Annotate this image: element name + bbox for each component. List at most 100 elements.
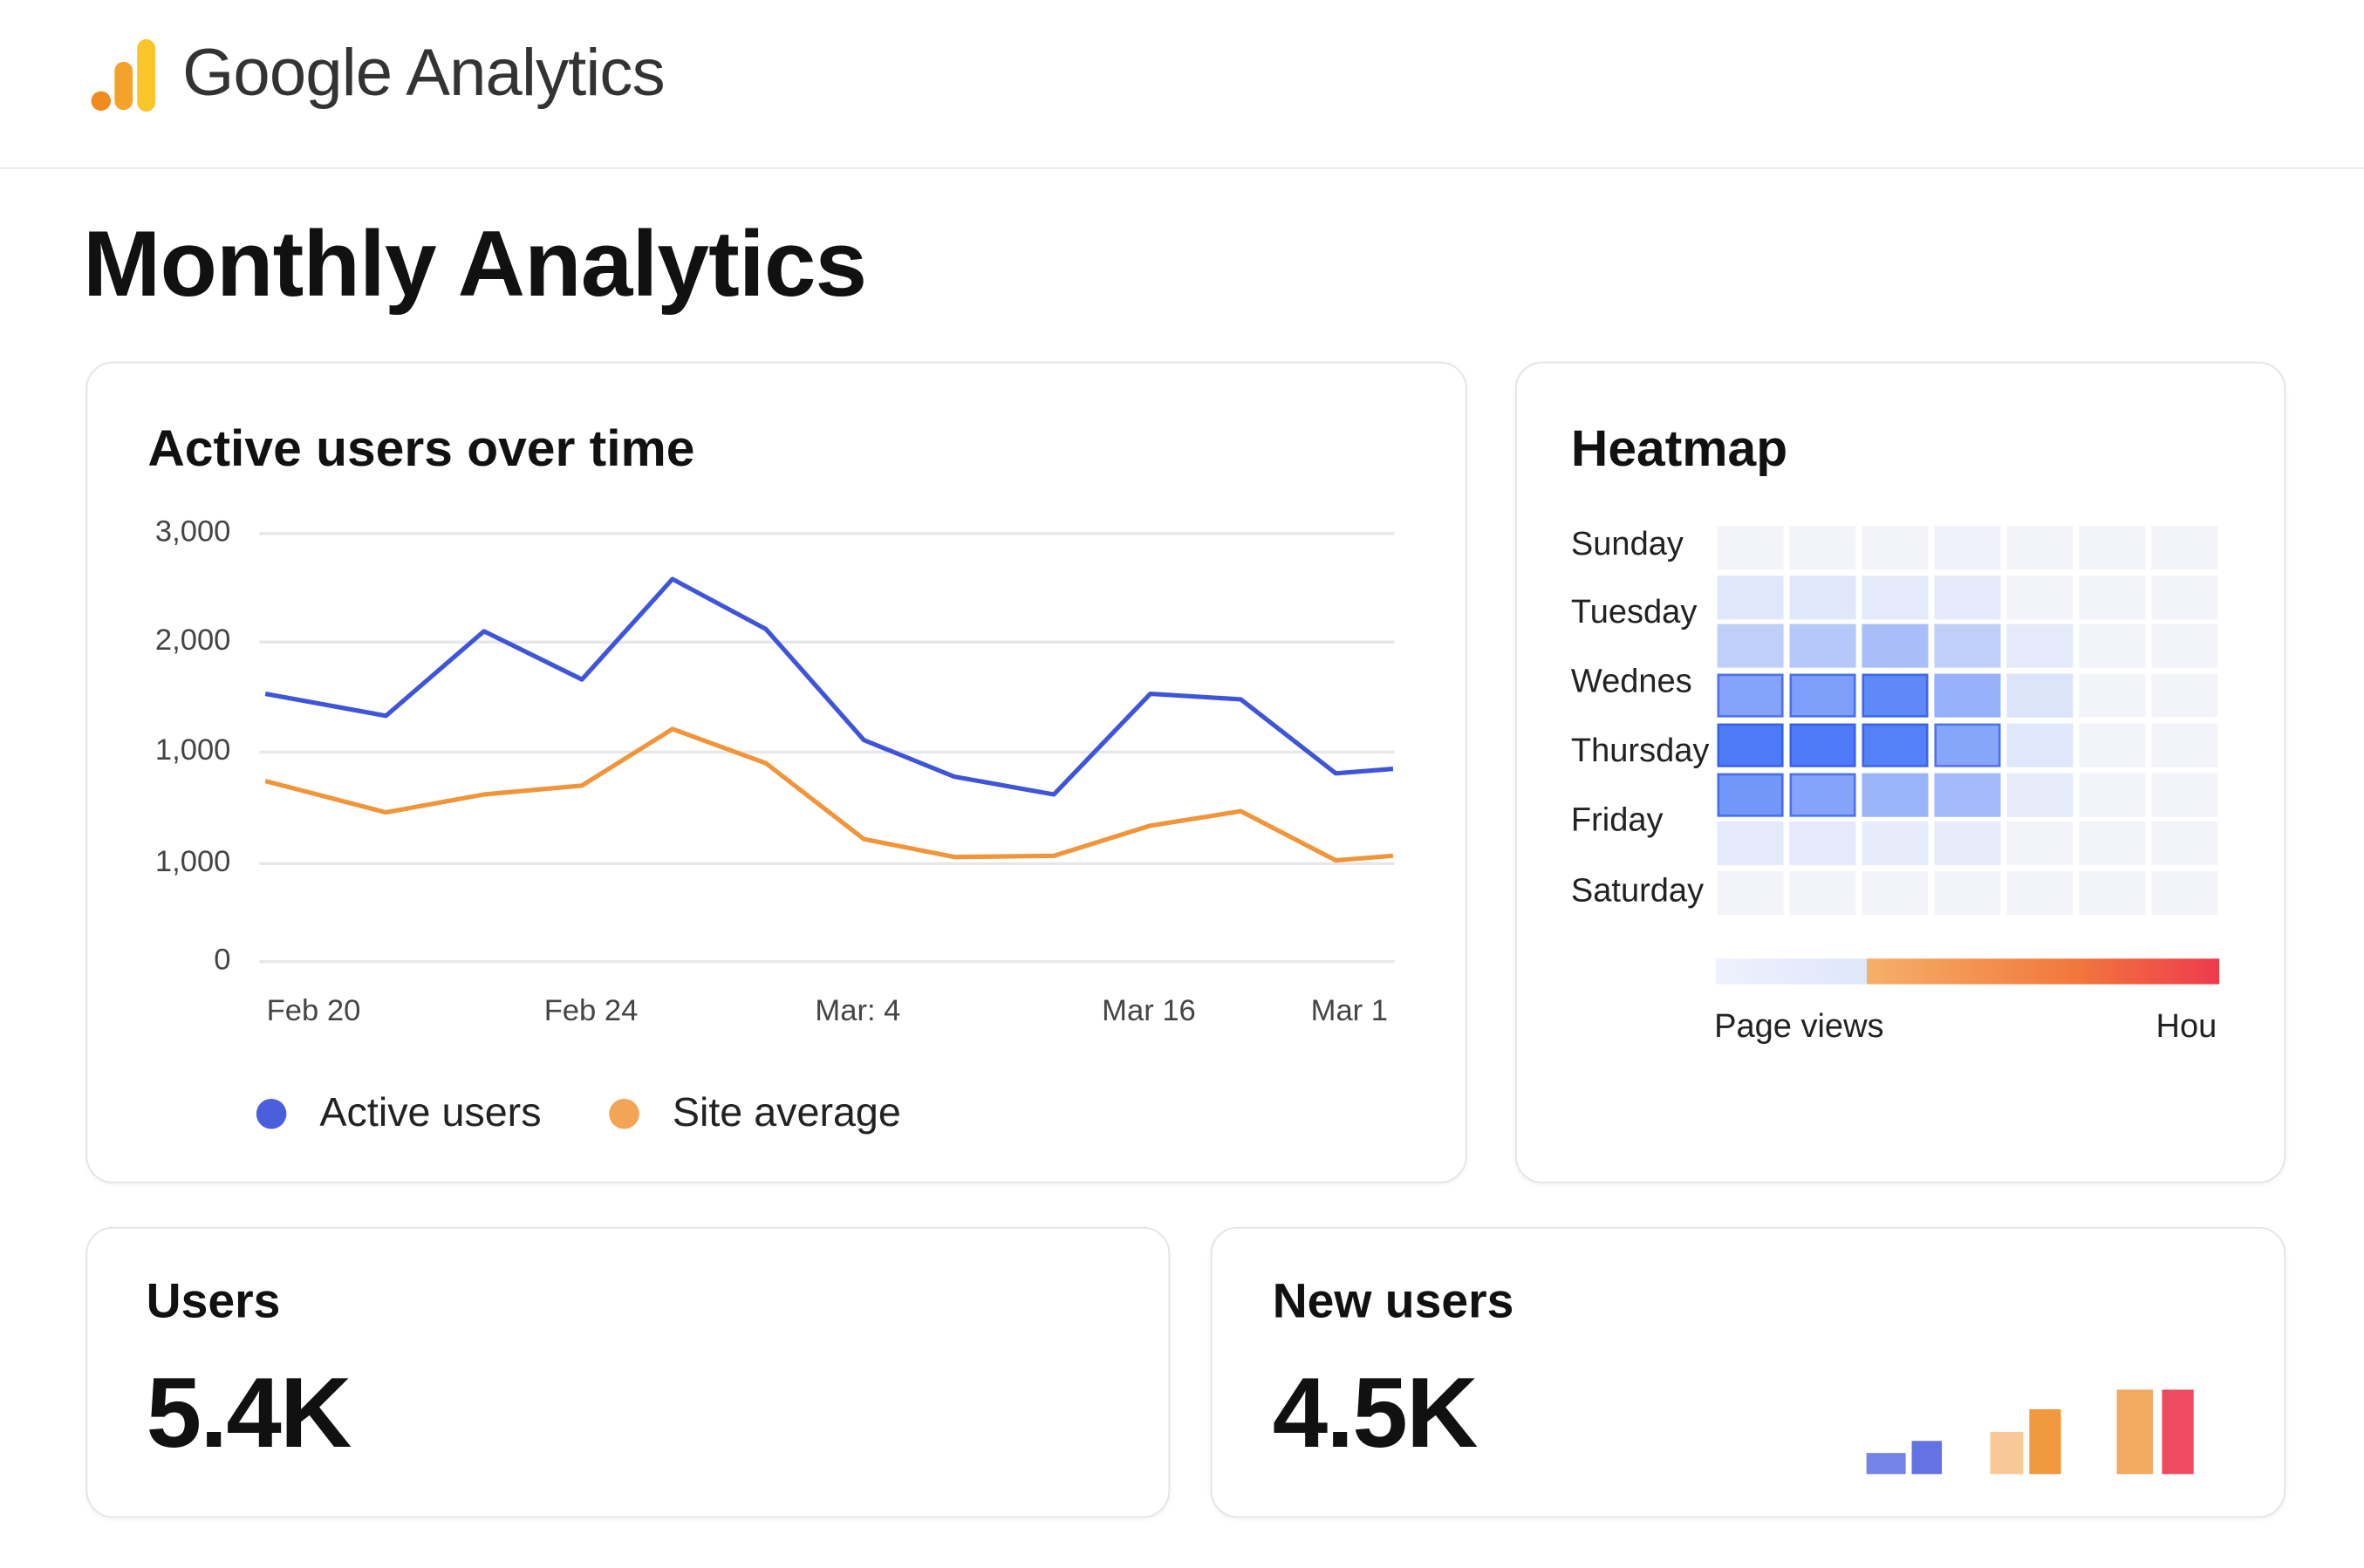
heatmap-card: Heatmap Sunday Tuesday Wednes Thursday Frida…: [1514, 361, 2286, 1183]
x-tick-label: Feb 24: [543, 994, 639, 1028]
heatmap-cell[interactable]: [2151, 526, 2218, 570]
heatmap-cell[interactable]: [1934, 526, 2001, 570]
mini-bar: [2116, 1389, 2154, 1475]
heatmap-cell[interactable]: [1862, 821, 1929, 866]
new-users-value: 4.5K: [1272, 1356, 1479, 1469]
heatmap-cell[interactable]: [2151, 821, 2218, 866]
heatmap-cell[interactable]: [1934, 575, 2001, 619]
heatmap-cell[interactable]: [2006, 673, 2074, 718]
heatmap-cell[interactable]: [2079, 723, 2146, 767]
heatmap-cell[interactable]: [1717, 526, 1784, 570]
mini-bar: [2162, 1389, 2194, 1475]
heatmap-cell[interactable]: [1789, 870, 1856, 915]
heatmap-cell[interactable]: [1862, 526, 1929, 570]
active-users-line: [264, 576, 1394, 797]
new-users-kpi-card[interactable]: New users 4.5K: [1210, 1226, 2286, 1518]
heatmap-cell[interactable]: [1717, 723, 1784, 767]
heatmap-color-legend: [1715, 958, 2220, 985]
heatmap-cell[interactable]: [1934, 673, 2001, 718]
legend-left-label: Page views: [1714, 1006, 1884, 1045]
page-title: Monthly Analytics: [83, 212, 867, 317]
heatmap-cell[interactable]: [1789, 772, 1856, 816]
heatmap-cell[interactable]: [1789, 526, 1856, 570]
heatmap-cell[interactable]: [1717, 624, 1784, 669]
mini-bar: [1911, 1441, 1943, 1475]
mini-bar: [1866, 1453, 1906, 1475]
heatmap-cell[interactable]: [1934, 624, 2001, 669]
heatmap-cell[interactable]: [2006, 624, 2074, 669]
heatmap-title: Heatmap: [1570, 420, 1788, 478]
active-users-swatch: [256, 1098, 287, 1128]
heatmap-cell[interactable]: [2079, 870, 2146, 915]
heatmap-row-label: Saturday: [1570, 870, 1705, 910]
heatmap-cell[interactable]: [2079, 575, 2146, 619]
y-tick-label: 1,000: [154, 845, 231, 879]
heatmap-cell[interactable]: [1717, 821, 1784, 866]
heatmap-cell[interactable]: [2006, 772, 2074, 816]
heatmap-cell[interactable]: [2151, 870, 2218, 915]
heatmap-cell[interactable]: [1717, 870, 1784, 915]
heatmap-cell[interactable]: [1862, 772, 1929, 816]
new-users-mini-bar-chart: [1866, 1389, 2194, 1475]
x-tick-label: Mar: 4: [815, 994, 901, 1028]
heatmap-cell[interactable]: [1789, 624, 1856, 669]
site-average-line: [264, 726, 1394, 863]
heatmap-cell[interactable]: [1862, 870, 1929, 915]
heatmap-cell[interactable]: [2006, 723, 2074, 767]
heatmap-cell[interactable]: [1789, 673, 1856, 718]
heatmap-cell[interactable]: [2006, 526, 2074, 570]
heatmap-cell[interactable]: [2079, 772, 2146, 816]
users-kpi-card[interactable]: Users 5.4K: [85, 1226, 1171, 1518]
heatmap-cell[interactable]: [1717, 575, 1784, 619]
heatmap-cell[interactable]: [1717, 772, 1784, 816]
heatmap-cell[interactable]: [1934, 870, 2001, 915]
heatmap-cell[interactable]: [1862, 673, 1929, 718]
mini-bar: [2029, 1408, 2061, 1475]
heatmap-cell[interactable]: [1789, 821, 1856, 866]
heatmap-cell[interactable]: [1862, 723, 1929, 767]
chart-title: Active users over time: [147, 420, 695, 478]
heatmap-cell[interactable]: [2079, 526, 2146, 570]
legend-label: Site average: [672, 1089, 901, 1135]
heatmap-cell[interactable]: [2151, 575, 2218, 619]
app-header: Google Analytics: [0, 0, 2364, 169]
heatmap-row-label: Friday: [1570, 800, 1664, 838]
line-chart: [259, 532, 1395, 964]
heatmap-cell[interactable]: [1789, 575, 1856, 619]
heatmap-row-label: Sunday: [1570, 524, 1684, 562]
legend-right-label: Hou: [2156, 1006, 2217, 1045]
y-tick-label: 2,000: [154, 624, 231, 658]
heatmap-cell[interactable]: [1934, 772, 2001, 816]
y-tick-label: 3,000: [154, 515, 231, 549]
heatmap-cell[interactable]: [1862, 575, 1929, 619]
heatmap-cell[interactable]: [2006, 870, 2074, 915]
heatmap-cell[interactable]: [2151, 772, 2218, 816]
heatmap-cell[interactable]: [1789, 723, 1856, 767]
heatmap-row-label: Wednes: [1570, 661, 1692, 699]
x-tick-label: Feb 20: [266, 994, 361, 1028]
mini-bar: [1990, 1431, 2024, 1475]
heatmap-cell[interactable]: [1862, 624, 1929, 669]
heatmap-cell[interactable]: [2006, 575, 2074, 619]
y-tick-label: 1,000: [154, 733, 231, 767]
heatmap-row-label: Tuesday: [1570, 592, 1698, 631]
google-analytics-logo-icon: [91, 38, 156, 112]
x-tick-label: Mar 16: [1102, 994, 1196, 1028]
legend-label: Active users: [319, 1089, 542, 1135]
heatmap-cell[interactable]: [1934, 821, 2001, 866]
heatmap-cell[interactable]: [1934, 723, 2001, 767]
heatmap-cell[interactable]: [2151, 723, 2218, 767]
legend-site-average[interactable]: Site average: [609, 1090, 901, 1137]
heatmap-cell[interactable]: [2079, 821, 2146, 866]
heatmap-cell[interactable]: [2151, 624, 2218, 669]
heatmap-cell[interactable]: [2151, 673, 2218, 718]
heatmap-cell[interactable]: [2079, 673, 2146, 718]
heatmap-cell[interactable]: [2006, 821, 2074, 866]
heatmap-cell[interactable]: [1717, 673, 1784, 718]
y-tick-label: 0: [214, 943, 231, 977]
users-value: 5.4K: [146, 1356, 352, 1469]
legend-active-users[interactable]: Active users: [256, 1090, 542, 1137]
brand-name[interactable]: Google Analytics: [182, 36, 665, 111]
heatmap-cell[interactable]: [2079, 624, 2146, 669]
users-label: Users: [146, 1273, 281, 1328]
